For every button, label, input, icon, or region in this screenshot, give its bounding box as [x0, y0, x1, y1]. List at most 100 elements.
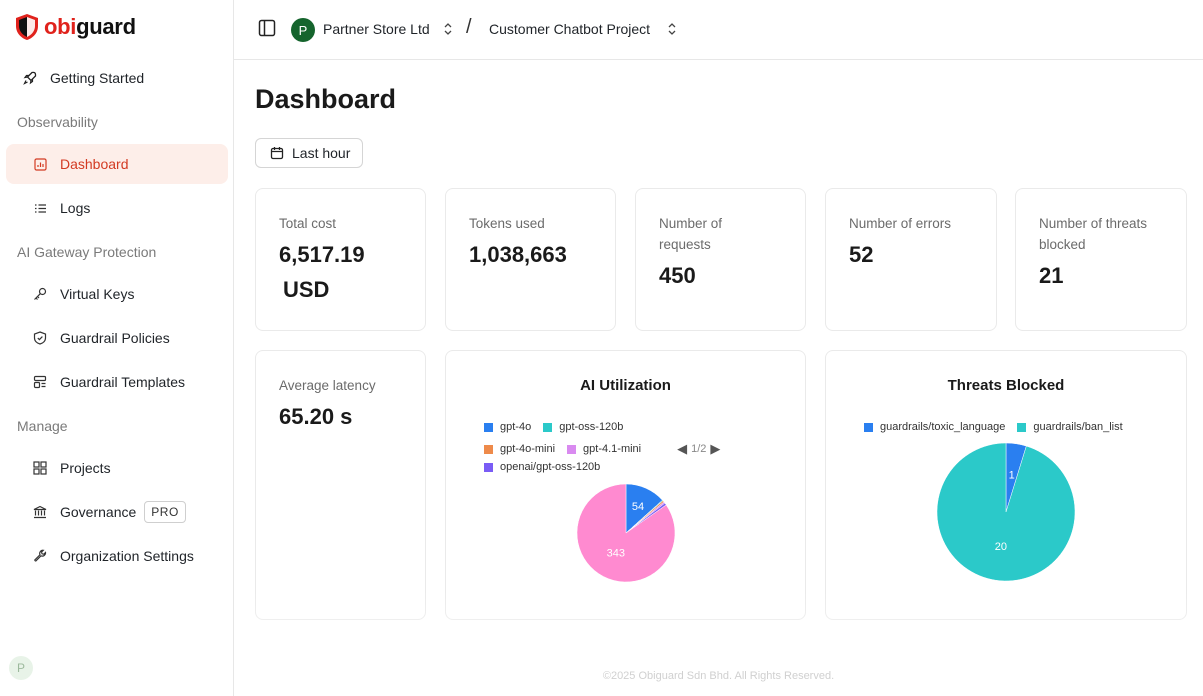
prev-page-icon[interactable]: ◀	[677, 441, 688, 456]
stat-card-requests: Number of requests 450	[635, 188, 806, 331]
chart-title: AI Utilization	[580, 377, 671, 394]
sidebar-item-label: Logs	[60, 200, 91, 216]
stat-value: 21	[1039, 263, 1064, 288]
sidebar-item-label: Guardrail Templates	[60, 374, 186, 390]
sidebar-item-label: Dashboard	[60, 156, 129, 172]
project-switcher[interactable]: Customer Chatbot Project	[489, 21, 651, 37]
legend-swatch	[543, 422, 553, 432]
sidebar: obiguard Getting Started Observability D…	[0, 0, 234, 696]
stat-value: 52	[849, 242, 874, 267]
pie-data-label: 343	[607, 548, 625, 560]
user-avatar[interactable]: P	[9, 656, 33, 680]
stat-card-total-cost: Total cost 6,517.19 USD	[255, 188, 426, 331]
legend-swatch	[567, 444, 577, 454]
sidebar-item-label: Getting Started	[50, 70, 145, 86]
legend-swatch	[484, 462, 493, 472]
legend-swatch	[484, 444, 493, 454]
sidebar-item-dashboard[interactable]: Dashboard	[6, 144, 228, 184]
pie-data-label: 54	[632, 501, 644, 513]
sidebar-item-guardrail-templates[interactable]: Guardrail Templates	[6, 362, 228, 402]
threats-blocked-card: Threats Blocked guardrails/toxic_languag…	[825, 350, 1187, 620]
sidebar-fade	[0, 560, 233, 696]
stat-label: Number of requests	[659, 216, 723, 252]
stat-label: Average latency	[279, 378, 376, 393]
stat-card-threats: Number of threats blocked 21	[1015, 188, 1187, 331]
next-page-icon[interactable]: ▶	[710, 441, 721, 456]
time-range-button[interactable]: Last hour	[255, 138, 363, 168]
threats-blocked-pie[interactable]: 1 20	[936, 442, 1076, 582]
sidebar-toggle-icon[interactable]	[258, 19, 276, 37]
chart-legend: openai/gpt-oss-120b	[484, 461, 612, 473]
stat-card-tokens: Tokens used 1,038,663	[445, 188, 616, 331]
chart-title: Threats Blocked	[947, 377, 1065, 394]
stat-value: 1,038,663	[469, 242, 567, 267]
stat-label: Number of errors	[849, 216, 952, 231]
chart-icon	[32, 156, 48, 172]
legend-swatch	[484, 422, 493, 432]
stat-label: Tokens used	[469, 216, 545, 231]
sidebar-item-virtual-keys[interactable]: Virtual Keys	[6, 274, 228, 314]
brand-name: obiguard	[44, 14, 136, 39]
chevron-up-down-icon[interactable]	[667, 22, 677, 36]
chart-legend: gpt-4o gpt-oss-120b	[484, 421, 635, 433]
legend-item[interactable]: guardrails/ban_list	[1017, 421, 1123, 433]
sidebar-item-governance[interactable]: Governance PRO	[6, 492, 228, 532]
legend-item[interactable]: guardrails/toxic_language	[864, 421, 1005, 433]
rocket-icon	[22, 70, 38, 86]
shield-logo-icon	[16, 14, 38, 40]
section-manage: Manage	[17, 418, 68, 434]
template-icon	[32, 374, 48, 390]
sidebar-item-label: Projects	[60, 460, 111, 476]
sidebar-item-projects[interactable]: Projects	[6, 448, 228, 488]
sidebar-item-label: Guardrail Policies	[60, 330, 170, 346]
stat-label: Number of threats blocked	[1039, 216, 1148, 252]
org-avatar[interactable]: P	[291, 18, 315, 42]
stat-value: 450	[659, 263, 696, 288]
chart-legend: gpt-4o-mini gpt-4.1-mini ◀ 1/2 ▶	[484, 441, 720, 457]
topbar: P Partner Store Ltd / Customer Chatbot P…	[234, 0, 1203, 60]
page-title: Dashboard	[255, 84, 397, 114]
wrench-icon	[32, 548, 48, 564]
brand-logo[interactable]: obiguard	[14, 12, 136, 42]
stat-card-errors: Number of errors 52	[825, 188, 997, 331]
legend-page: 1/2	[691, 443, 707, 455]
legend-item[interactable]: gpt-4o-mini	[484, 443, 555, 455]
stat-label: Total cost	[279, 216, 337, 231]
pie-slice[interactable]	[936, 442, 1076, 582]
sidebar-item-label: Organization Settings	[60, 548, 194, 564]
chevron-up-down-icon[interactable]	[443, 22, 453, 36]
pie-data-label: 1	[1009, 469, 1015, 481]
stat-unit: USD	[283, 277, 330, 302]
sidebar-item-getting-started[interactable]: Getting Started	[6, 58, 228, 98]
section-observability: Observability	[17, 114, 98, 130]
legend-swatch	[1017, 422, 1027, 432]
org-switcher[interactable]: Partner Store Ltd	[323, 21, 430, 37]
stat-value: 6,517.19	[279, 242, 365, 267]
pro-badge: PRO	[144, 501, 186, 523]
legend-pager: ◀ 1/2 ▶	[677, 441, 720, 457]
legend-item[interactable]: gpt-oss-120b	[543, 421, 623, 433]
time-range-label: Last hour	[292, 145, 351, 161]
footer-copyright: ©2025 Obiguard Sdn Bhd. All Rights Reser…	[602, 670, 835, 682]
stat-card-latency: Average latency 65.20 s	[255, 350, 426, 620]
list-icon	[32, 200, 48, 216]
pie-data-label: 20	[995, 541, 1007, 553]
legend-item[interactable]: gpt-4.1-mini	[567, 443, 641, 455]
sidebar-item-label: Virtual Keys	[60, 286, 135, 302]
pie-slice[interactable]	[576, 483, 676, 583]
section-ai-gateway: AI Gateway Protection	[17, 244, 157, 260]
ai-utilization-card: AI Utilization gpt-4o gpt-oss-120b gpt-4…	[445, 350, 806, 620]
sidebar-item-logs[interactable]: Logs	[6, 188, 228, 228]
grid-icon	[32, 460, 48, 476]
legend-swatch	[864, 422, 873, 432]
sidebar-item-organization-settings[interactable]: Organization Settings	[6, 536, 228, 576]
sidebar-item-label: Governance	[60, 504, 137, 520]
legend-item[interactable]: openai/gpt-oss-120b	[484, 461, 600, 473]
chart-legend: guardrails/toxic_language guardrails/ban…	[864, 421, 1135, 433]
bank-icon	[32, 504, 48, 520]
breadcrumb-separator: /	[466, 16, 472, 38]
calendar-icon	[270, 147, 284, 160]
ai-utilization-pie[interactable]: 54 343	[576, 483, 676, 583]
legend-item[interactable]: gpt-4o	[484, 421, 531, 433]
sidebar-item-guardrail-policies[interactable]: Guardrail Policies	[6, 318, 228, 358]
